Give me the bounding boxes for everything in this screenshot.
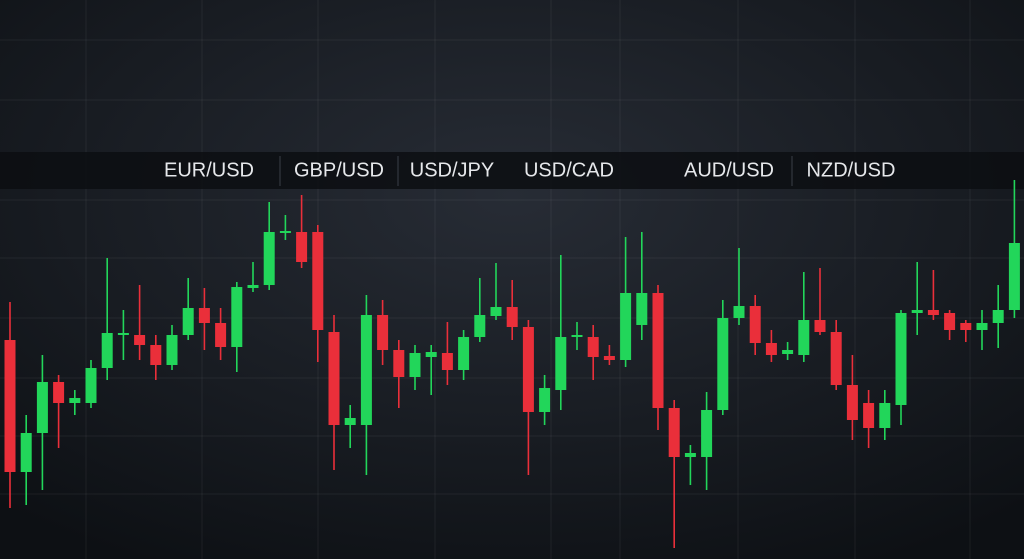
candle-body xyxy=(749,306,761,343)
candle-body xyxy=(441,353,453,370)
candle-body xyxy=(717,318,729,410)
candle-body xyxy=(846,385,858,420)
candle-body xyxy=(85,368,97,403)
candle-body xyxy=(101,333,113,368)
candle-body xyxy=(69,398,81,403)
pair-label: USD/CAD xyxy=(524,159,614,181)
candle-body xyxy=(150,345,162,365)
candle-body xyxy=(782,350,794,354)
candle-body xyxy=(215,323,227,347)
candle-body xyxy=(344,418,356,425)
candle-body xyxy=(603,356,615,360)
candle-body xyxy=(393,350,405,377)
candle-body xyxy=(798,320,810,355)
candle-body xyxy=(296,232,308,262)
pair-labels: EUR/USD GBP/USD USD/JPY USD/CAD AUD/USD NZD/U… xyxy=(164,156,895,186)
candle-body xyxy=(765,343,777,355)
candle-body xyxy=(1008,243,1020,310)
candle-body xyxy=(4,340,16,472)
candle-body xyxy=(555,337,567,390)
candle-body xyxy=(360,315,372,425)
candle-body xyxy=(976,323,988,330)
candle-body xyxy=(636,293,648,325)
candle-body xyxy=(409,353,421,377)
candle-body xyxy=(587,337,599,357)
candle-body xyxy=(684,453,696,457)
pair-label: USD/JPY xyxy=(410,159,494,181)
candle-body xyxy=(992,310,1004,323)
candle-body xyxy=(863,403,875,428)
candle-body xyxy=(539,388,551,412)
candle-body xyxy=(652,293,664,408)
candle-body xyxy=(377,315,389,350)
candle-body xyxy=(571,335,583,337)
candle-body xyxy=(895,313,907,405)
candle-body xyxy=(231,287,243,347)
candle-body xyxy=(182,308,194,335)
candle-body xyxy=(879,403,891,428)
label-band xyxy=(0,152,1024,189)
candle-body xyxy=(36,382,48,433)
candle-body xyxy=(944,313,956,330)
candle-body xyxy=(198,308,210,323)
candle-body xyxy=(20,433,32,472)
candle-body xyxy=(247,285,259,288)
candle-body xyxy=(312,232,324,330)
candle-body xyxy=(328,332,340,425)
candle-body xyxy=(830,332,842,385)
candle-body xyxy=(911,310,923,313)
candle-body xyxy=(490,307,502,316)
candle-body xyxy=(668,408,680,457)
candle-body xyxy=(814,320,826,332)
candle-body xyxy=(474,315,486,337)
pair-label: GBP/USD xyxy=(294,159,384,181)
candle-body xyxy=(279,231,291,233)
candle-body xyxy=(263,232,275,285)
candle-body xyxy=(117,333,129,335)
candle-body xyxy=(960,323,972,330)
candle-body xyxy=(53,382,65,403)
candle-body xyxy=(458,337,470,370)
candle-body xyxy=(166,335,178,365)
candle-body xyxy=(701,410,713,457)
candle-body xyxy=(927,310,939,315)
candle-body xyxy=(733,306,745,318)
candle-body xyxy=(134,335,146,345)
candles xyxy=(4,180,1020,548)
pair-label: NZD/USD xyxy=(807,159,896,181)
candle-body xyxy=(522,327,534,412)
candle-body xyxy=(425,352,437,357)
candle-body xyxy=(620,293,632,360)
pair-label: AUD/USD xyxy=(684,159,774,181)
candle-body xyxy=(506,307,518,327)
pair-label: EUR/USD xyxy=(164,159,254,181)
